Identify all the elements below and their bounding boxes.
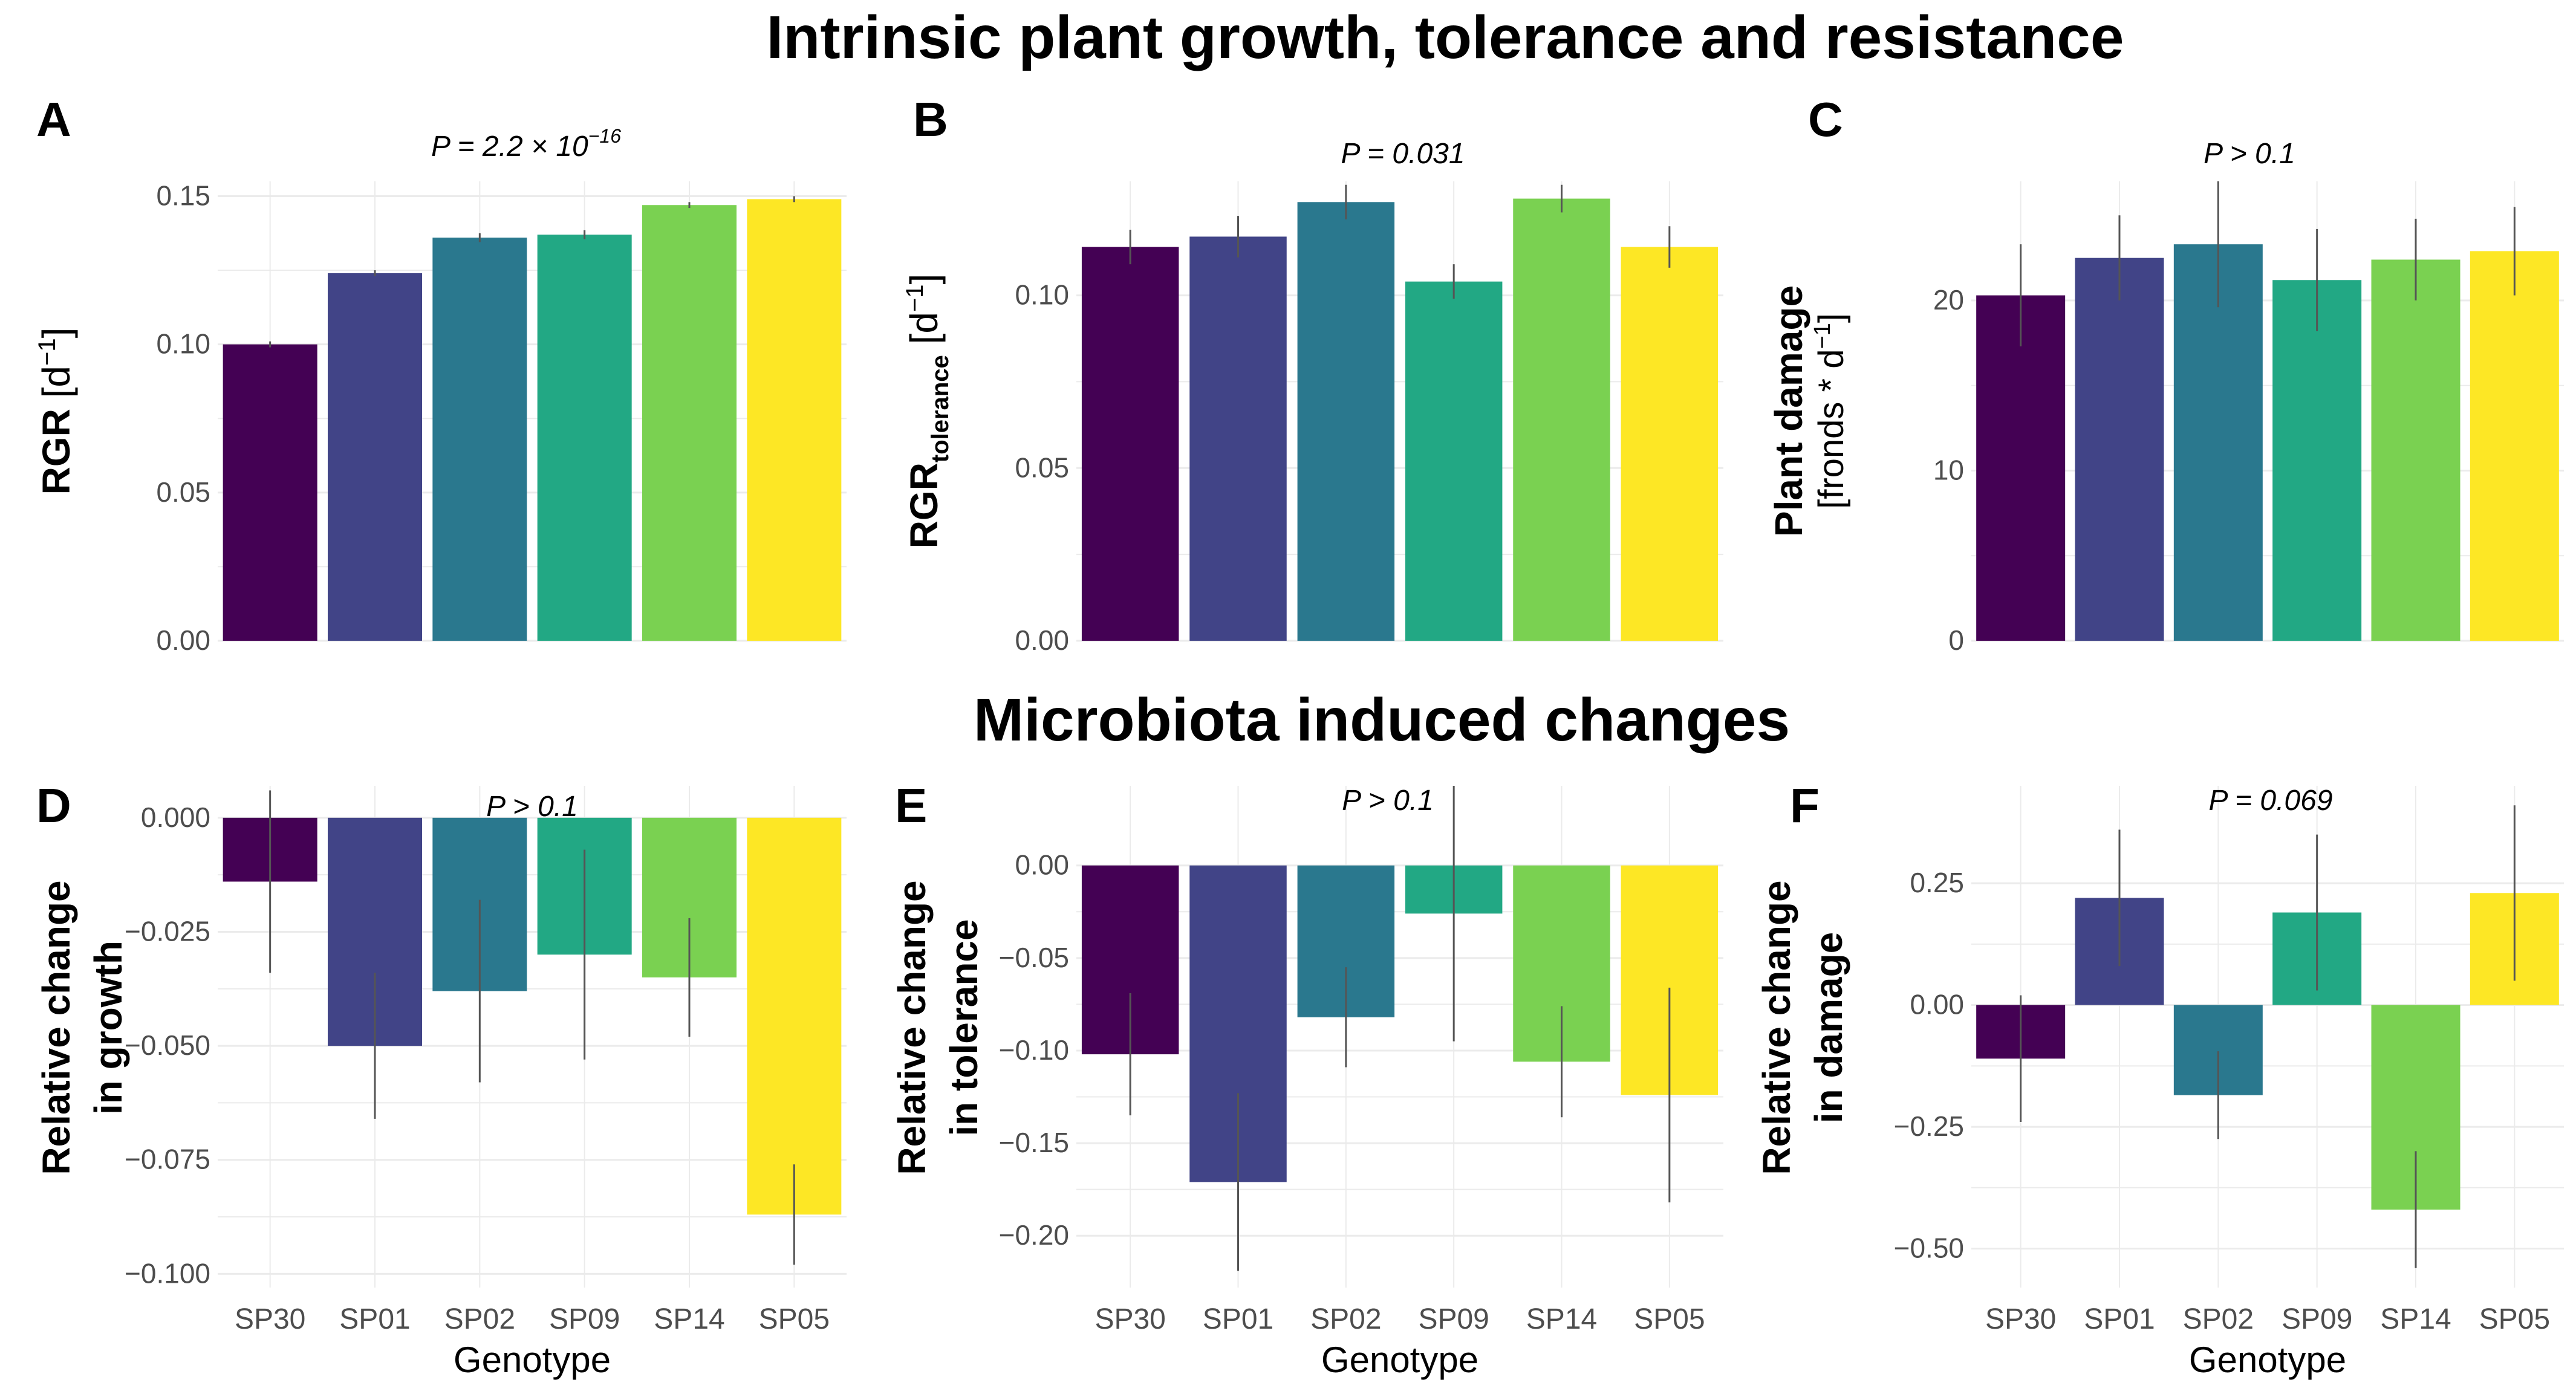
y-axis-label: Plant damage[fronds * d−1] bbox=[1767, 285, 1851, 537]
y-tick-label: 20 bbox=[1933, 284, 1964, 316]
y-tick-label: −0.025 bbox=[125, 915, 210, 947]
panel-letter: C bbox=[1808, 92, 1843, 146]
p-value-label: P > 0.1 bbox=[2204, 138, 2295, 170]
x-tick-label: SP14 bbox=[654, 1303, 724, 1335]
x-tick-label: SP01 bbox=[2084, 1303, 2155, 1335]
panel-letter: E bbox=[895, 779, 927, 832]
panel-letter: B bbox=[913, 92, 948, 146]
y-tick-label: −0.10 bbox=[999, 1034, 1069, 1066]
y-tick-label: −0.15 bbox=[999, 1127, 1069, 1158]
panel-c: 0 10 20 C P > 0.1 Plant damage[fronds * d−1] bbox=[1767, 92, 2564, 656]
bar-sp05 bbox=[2470, 251, 2559, 641]
bar-sp05 bbox=[747, 199, 842, 641]
figure-title-top: Intrinsic plant growth, tolerance and re… bbox=[767, 4, 2124, 71]
p-value-label: P > 0.1 bbox=[1342, 785, 1434, 817]
x-tick-label: SP30 bbox=[1985, 1303, 2056, 1335]
p-value-label: P = 2.2 × 10−16 bbox=[431, 125, 621, 163]
figure-title-middle: Microbiota induced changes bbox=[974, 686, 1790, 754]
x-tick-label: SP30 bbox=[1094, 1303, 1165, 1335]
bar-sp30 bbox=[1081, 247, 1179, 641]
x-tick-label: SP09 bbox=[1418, 1303, 1489, 1335]
bar-sp14 bbox=[642, 205, 737, 641]
y-tick-label: −0.05 bbox=[999, 942, 1069, 973]
y-tick-label: −0.050 bbox=[125, 1029, 210, 1061]
x-tick-label: SP05 bbox=[759, 1303, 830, 1335]
p-value-label: P = 0.069 bbox=[2208, 785, 2332, 817]
y-tick-label: −0.20 bbox=[999, 1219, 1069, 1251]
x-tick-label: SP05 bbox=[1634, 1303, 1705, 1335]
y-tick-label: 10 bbox=[1933, 455, 1964, 486]
y-tick-label: 0.15 bbox=[156, 180, 210, 212]
bar-sp09 bbox=[1405, 281, 1503, 641]
x-tick-label: SP14 bbox=[2380, 1303, 2451, 1335]
x-tick-label: SP30 bbox=[235, 1303, 305, 1335]
bar-sp02 bbox=[432, 238, 527, 641]
panel-d: −0.100 −0.075 −0.050 −0.025 0.000 SP30 SP01 SP0… bbox=[34, 779, 847, 1380]
y-tick-label: 0.25 bbox=[1910, 867, 1964, 898]
y-tick-label: 0.10 bbox=[1015, 279, 1069, 311]
bar-sp02 bbox=[1297, 202, 1395, 641]
x-tick-label: SP01 bbox=[1203, 1303, 1273, 1335]
x-tick-label: SP09 bbox=[549, 1303, 620, 1335]
panel-b: 0.00 0.05 0.10 B P = 0.031 RGRtolerance [d−1] bbox=[902, 92, 1723, 656]
bar-sp01 bbox=[2075, 258, 2164, 641]
bar-sp14 bbox=[1513, 198, 1610, 641]
bar-sp05 bbox=[1621, 247, 1719, 641]
x-tick-label: SP05 bbox=[2479, 1303, 2550, 1335]
y-tick-label: 0.05 bbox=[156, 476, 210, 508]
y-tick-label: −0.50 bbox=[1894, 1233, 1964, 1264]
p-value-label: P > 0.1 bbox=[486, 791, 578, 823]
y-axis-label: Relative change in growth bbox=[34, 880, 130, 1175]
x-axis-label: Genotype bbox=[1321, 1340, 1478, 1380]
bar-sp01 bbox=[328, 273, 422, 641]
x-tick-label: SP14 bbox=[1526, 1303, 1597, 1335]
bar-sp01 bbox=[1189, 236, 1287, 641]
panel-e: −0.20 −0.15 −0.10 −0.05 0.00 SP30 SP01 SP02 SP09… bbox=[890, 779, 1723, 1380]
y-tick-label: 0.00 bbox=[156, 624, 210, 656]
y-tick-label: −0.25 bbox=[1894, 1110, 1964, 1142]
bar-sp02 bbox=[2173, 244, 2263, 641]
panels-container: 0.00 0.05 0.10 0.15 A P = 2.2 × 10−16 RGR [d−1… bbox=[34, 92, 2564, 1380]
y-tick-label: 0 bbox=[1948, 624, 1964, 656]
bar-sp09 bbox=[537, 235, 632, 641]
bar-sp09 bbox=[2272, 280, 2362, 641]
y-axis-label: RGRtolerance [d−1] bbox=[902, 274, 954, 549]
y-axis-label: RGR [d−1] bbox=[34, 328, 78, 495]
panel-letter: A bbox=[36, 92, 71, 146]
y-tick-label: 0.10 bbox=[156, 328, 210, 360]
x-tick-label: SP01 bbox=[339, 1303, 410, 1335]
y-tick-label: 0.05 bbox=[1015, 452, 1069, 483]
p-value-label: P = 0.031 bbox=[1341, 138, 1465, 170]
y-tick-label: 0.00 bbox=[1015, 849, 1069, 881]
y-tick-label: 0.00 bbox=[1015, 624, 1069, 656]
panel-letter: F bbox=[1790, 779, 1820, 832]
bar-sp05 bbox=[747, 817, 842, 1215]
y-axis-label: Relative change in tolerance bbox=[890, 880, 986, 1175]
x-tick-label: SP09 bbox=[2282, 1303, 2352, 1335]
y-axis-label: Relative change in damage bbox=[1755, 880, 1850, 1175]
x-tick-label: SP02 bbox=[2183, 1303, 2254, 1335]
panel-letter: D bbox=[36, 779, 71, 832]
y-tick-label: 0.000 bbox=[141, 802, 210, 833]
y-tick-label: −0.100 bbox=[125, 1257, 210, 1289]
panel-f: −0.50 −0.25 0.00 0.25 SP30 SP01 SP02 SP09 SP14 SP… bbox=[1755, 779, 2564, 1380]
bar-sp30 bbox=[223, 344, 317, 641]
bar-sp30 bbox=[1976, 295, 2066, 641]
bar-sp14 bbox=[2371, 259, 2461, 641]
x-tick-label: SP02 bbox=[444, 1303, 515, 1335]
y-tick-label: −0.075 bbox=[125, 1144, 210, 1175]
x-axis-label: Genotype bbox=[454, 1340, 611, 1380]
x-tick-label: SP02 bbox=[1310, 1303, 1381, 1335]
x-axis-label: Genotype bbox=[2189, 1340, 2346, 1380]
y-tick-label: 0.00 bbox=[1910, 989, 1964, 1020]
panel-a: 0.00 0.05 0.10 0.15 A P = 2.2 × 10−16 RGR [d−1… bbox=[34, 92, 847, 656]
